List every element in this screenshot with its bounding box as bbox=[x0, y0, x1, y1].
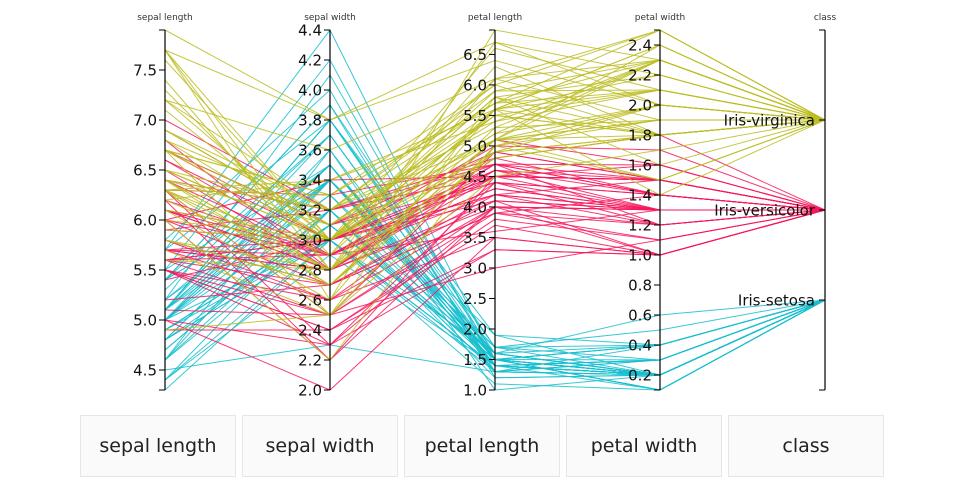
tick-label: 2.4 bbox=[628, 37, 652, 55]
tick-label: 5.0 bbox=[133, 312, 157, 330]
tick-label: 2.4 bbox=[298, 322, 322, 340]
tick-label: 4.0 bbox=[463, 198, 487, 216]
axis-title: class bbox=[814, 13, 837, 23]
tick-label: 3.5 bbox=[463, 229, 487, 247]
tick-label: 2.8 bbox=[298, 262, 322, 280]
tick-label: 1.0 bbox=[628, 247, 652, 265]
tick-label: 5.0 bbox=[463, 137, 487, 155]
tick-label: 1.5 bbox=[463, 351, 487, 369]
tick-label: 2.6 bbox=[298, 292, 322, 310]
tick-label: 5.5 bbox=[463, 107, 487, 125]
tick-label: 0.2 bbox=[628, 367, 652, 385]
tick-label: 6.0 bbox=[133, 212, 157, 230]
tick-label: Iris-setosa bbox=[738, 292, 815, 310]
axis-title: sepal length bbox=[137, 13, 193, 23]
sort-button-petal-width[interactable]: petal width bbox=[566, 415, 722, 477]
tick-label: 2.5 bbox=[463, 290, 487, 308]
tick-label: 1.6 bbox=[628, 157, 652, 175]
tick-label: 0.4 bbox=[628, 337, 652, 355]
tick-label: 6.5 bbox=[463, 46, 487, 64]
parallel-coordinates-chart: sepal length 4.5 5.0 5.5 6.0 6.5 7.0 7.5 sepal w… bbox=[133, 13, 837, 400]
tick-label: 4.5 bbox=[463, 168, 487, 186]
tick-label: 1.4 bbox=[628, 187, 652, 205]
axis-title: petal length bbox=[468, 13, 522, 23]
tick-label: 4.4 bbox=[298, 22, 322, 40]
tick-label: 3.2 bbox=[298, 202, 322, 220]
tick-label: 3.6 bbox=[298, 142, 322, 160]
tick-label: 0.8 bbox=[628, 277, 652, 295]
tick-label: 6.0 bbox=[463, 76, 487, 94]
tick-label: 1.0 bbox=[463, 382, 487, 400]
tick-label: 2.0 bbox=[628, 97, 652, 115]
tick-label: Iris-virginica bbox=[724, 112, 815, 130]
tick-label: 7.0 bbox=[133, 112, 157, 130]
tick-label: 2.0 bbox=[298, 382, 322, 400]
tick-label: 3.4 bbox=[298, 172, 322, 190]
tick-label: 3.8 bbox=[298, 112, 322, 130]
tick-label: Iris-versicolor bbox=[714, 202, 816, 220]
tick-label: 2.0 bbox=[463, 320, 487, 338]
tick-label: 4.2 bbox=[298, 52, 322, 70]
tick-label: 2.2 bbox=[628, 67, 652, 85]
sort-button-sepal-length[interactable]: sepal length bbox=[80, 415, 236, 477]
sort-button-petal-length[interactable]: petal length bbox=[404, 415, 560, 477]
tick-label: 4.5 bbox=[133, 362, 157, 380]
axis-title: petal width bbox=[635, 13, 685, 23]
tick-label: 1.8 bbox=[628, 127, 652, 145]
tick-label: 2.2 bbox=[298, 352, 322, 370]
tick-label: 3.0 bbox=[463, 259, 487, 277]
tick-label: 0.6 bbox=[628, 307, 652, 325]
tick-label: 6.5 bbox=[133, 162, 157, 180]
tick-label: 3.0 bbox=[298, 232, 322, 250]
tick-label: 1.2 bbox=[628, 217, 652, 235]
tick-label: 4.0 bbox=[298, 82, 322, 100]
sort-button-class[interactable]: class bbox=[728, 415, 884, 477]
axis-title: sepal width bbox=[304, 13, 356, 23]
tick-label: 5.5 bbox=[133, 262, 157, 280]
sort-button-sepal-width[interactable]: sepal width bbox=[242, 415, 398, 477]
tick-label: 7.5 bbox=[133, 62, 157, 80]
